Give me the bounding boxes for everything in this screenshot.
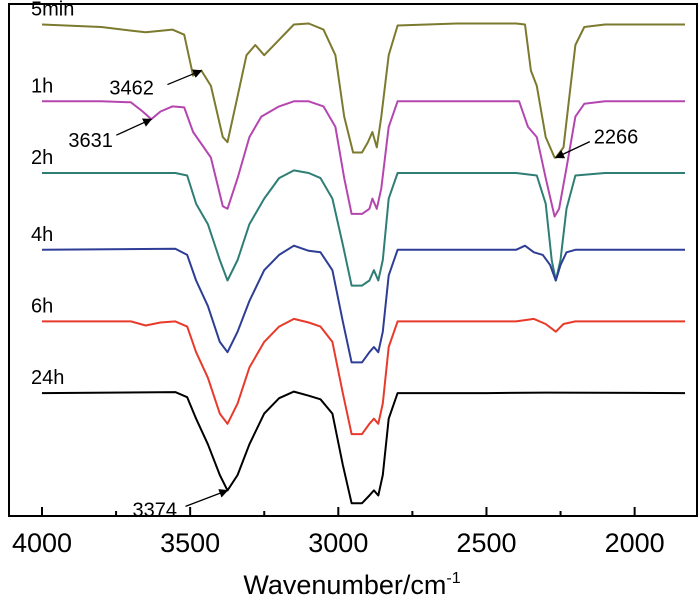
x-axis: 4000 3500 3000 2500 2000 (12, 507, 665, 558)
peak-annotations: 3462 2266 3631 3374 (68, 69, 639, 521)
plot-frame (8, 3, 698, 517)
series-line-1h (42, 100, 685, 218)
x-tick-label-4000: 4000 (12, 528, 72, 558)
series-line-24h (41, 390, 686, 505)
x-tick-label-3000: 3000 (308, 528, 368, 558)
annotation-label-3462: 3462 (109, 78, 154, 100)
series-label-4h: 4h (31, 224, 53, 246)
annotation-arrow-3374 (185, 489, 229, 508)
annotation-label-3631: 3631 (68, 130, 113, 152)
annotation-arrow-2266 (554, 141, 591, 159)
x-tick-label-3500: 3500 (160, 528, 220, 558)
series-label-1h: 1h (31, 75, 53, 97)
series-labels: 5min 1h 2h 4h 6h 24h (31, 0, 74, 389)
series-label-5min: 5min (31, 0, 74, 20)
series-line-2h (42, 169, 685, 287)
x-tick-label-2500: 2500 (456, 528, 516, 558)
x-axis-label-superscript: -1 (446, 570, 460, 587)
series-label-24h: 24h (31, 367, 64, 389)
annotation-label-2266: 2266 (594, 127, 639, 149)
series-line-6h (42, 317, 685, 436)
annotation-arrow-3631 (116, 118, 153, 136)
series-line-4h (41, 244, 685, 364)
annotation-arrow-3462 (167, 69, 203, 86)
series-traces (41, 22, 686, 505)
series-label-2h: 2h (31, 147, 53, 169)
x-axis-label: Wavenumber/cm-1 (243, 570, 460, 600)
x-tick-label-2000: 2000 (605, 528, 665, 558)
annotation-label-3374: 3374 (132, 499, 177, 521)
series-label-6h: 6h (31, 295, 53, 317)
